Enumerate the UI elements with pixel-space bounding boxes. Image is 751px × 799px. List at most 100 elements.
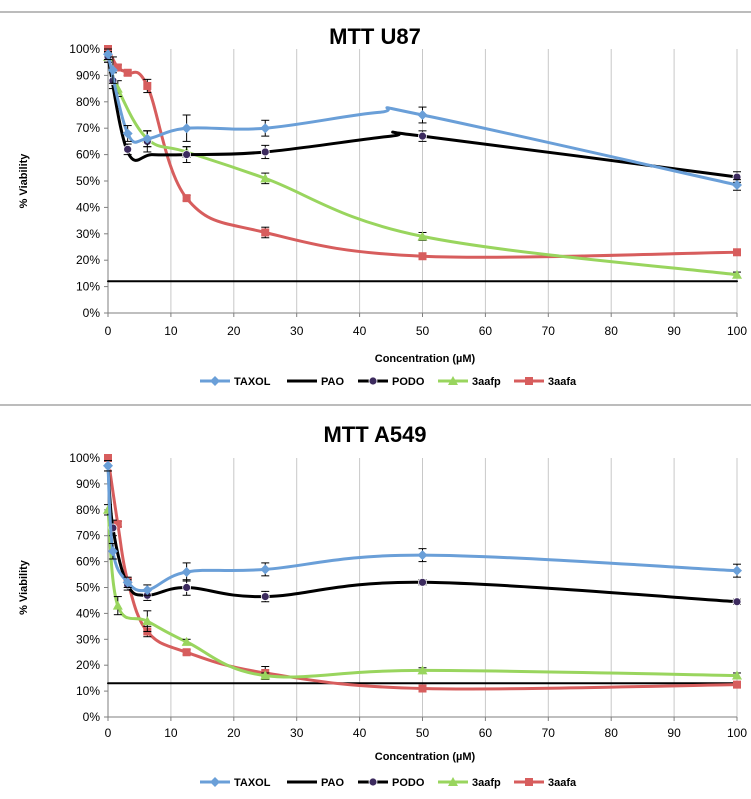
- data-point: [261, 228, 270, 237]
- legend-item-3aafp: 3aafp: [438, 777, 501, 789]
- y-tick-label: 30%: [76, 227, 100, 241]
- x-axis-label: Concentration (µM): [375, 751, 476, 763]
- data-point: [732, 597, 742, 607]
- data-point: [417, 550, 428, 561]
- y-tick-label: 20%: [76, 253, 100, 267]
- y-tick-label: 100%: [69, 42, 100, 56]
- x-tick-label: 90: [667, 726, 681, 740]
- chart-panel-2: MTT A5490%10%20%30%40%50%60%70%80%90%100…: [0, 404, 751, 789]
- data-point: [112, 600, 123, 610]
- data-point: [103, 460, 113, 471]
- data-point: [418, 131, 427, 141]
- x-tick-label: 50: [416, 324, 430, 338]
- data-point: [113, 520, 122, 529]
- x-tick-label: 10: [164, 726, 178, 740]
- x-tick-label: 70: [542, 726, 556, 740]
- legend-label: 3aafa: [548, 777, 577, 789]
- data-point: [418, 577, 427, 587]
- x-tick-label: 30: [290, 726, 304, 740]
- data-point: [733, 680, 741, 689]
- legend-item-3aafa: 3aafa: [514, 777, 577, 789]
- x-tick-label: 0: [105, 324, 112, 338]
- data-point: [123, 144, 133, 154]
- legend-label: 3aafp: [472, 777, 501, 789]
- legend-item-3aafp: 3aafp: [438, 376, 501, 388]
- y-tick-label: 40%: [76, 200, 100, 214]
- data-point: [260, 123, 271, 134]
- x-tick-label: 60: [479, 324, 493, 338]
- legend-marker: [210, 777, 220, 787]
- x-tick-label: 40: [353, 726, 367, 740]
- data-point: [732, 269, 742, 279]
- data-point: [182, 194, 191, 203]
- data-point: [143, 81, 152, 90]
- legend-label: PODO: [392, 777, 425, 789]
- data-point: [104, 454, 112, 462]
- y-tick-label: 50%: [76, 581, 100, 595]
- legend-label: TAXOL: [234, 777, 271, 789]
- legend-item-taxol: TAXOL: [200, 376, 271, 388]
- y-tick-label: 0%: [83, 306, 101, 320]
- series-taxol: [103, 460, 742, 596]
- series-line: [106, 456, 739, 691]
- data-point: [113, 63, 122, 72]
- x-axis-label: Concentration (µM): [375, 353, 476, 365]
- x-tick-label: 100: [727, 324, 747, 338]
- y-axis-label: % Viability: [18, 559, 30, 615]
- data-point: [122, 128, 133, 139]
- data-point: [142, 585, 153, 596]
- y-tick-label: 100%: [69, 451, 100, 465]
- y-tick-label: 10%: [76, 684, 100, 698]
- data-point: [260, 670, 271, 680]
- x-tick-label: 90: [667, 324, 681, 338]
- data-point: [181, 123, 192, 134]
- series-line: [106, 55, 739, 179]
- series-line: [106, 52, 739, 187]
- y-tick-label: 90%: [76, 477, 100, 491]
- x-tick-label: 100: [727, 726, 747, 740]
- legend-marker: [525, 778, 533, 786]
- legend-label: TAXOL: [234, 376, 271, 388]
- legend-item-pao: PAO: [287, 376, 344, 388]
- y-tick-label: 70%: [76, 529, 100, 543]
- series-line: [106, 464, 739, 604]
- data-point: [732, 670, 742, 680]
- y-tick-label: 60%: [76, 555, 100, 569]
- legend-marker: [525, 377, 533, 385]
- data-point: [732, 565, 742, 576]
- data-point: [142, 616, 153, 626]
- data-point: [107, 546, 118, 557]
- x-tick-label: 60: [479, 726, 493, 740]
- legend-marker: [448, 376, 458, 385]
- data-point: [418, 684, 427, 693]
- data-point: [122, 577, 133, 588]
- data-point: [123, 68, 132, 77]
- x-tick-label: 0: [105, 726, 112, 740]
- x-tick-label: 70: [542, 324, 556, 338]
- data-point: [260, 592, 270, 601]
- series-line: [106, 464, 739, 593]
- data-point: [182, 583, 192, 592]
- legend-label: PODO: [392, 376, 425, 388]
- legend-label: 3aafa: [548, 376, 577, 388]
- data-point: [733, 248, 741, 257]
- y-tick-label: 80%: [76, 503, 100, 517]
- data-point: [732, 179, 742, 190]
- legend-marker: [210, 376, 220, 386]
- data-point: [181, 636, 192, 646]
- y-tick-label: 0%: [83, 710, 101, 724]
- data-point: [107, 65, 118, 76]
- data-point: [182, 648, 191, 657]
- y-tick-label: 60%: [76, 148, 100, 162]
- y-tick-label: 20%: [76, 658, 100, 672]
- legend: TAXOL PAO PODO 3aafp 3aafa: [200, 376, 577, 388]
- legend-marker: [368, 376, 378, 386]
- data-point: [260, 564, 271, 575]
- x-tick-label: 80: [605, 726, 619, 740]
- data-point: [260, 147, 270, 157]
- y-tick-label: 50%: [76, 174, 100, 188]
- series-line: [106, 55, 739, 277]
- x-tick-label: 30: [290, 324, 304, 338]
